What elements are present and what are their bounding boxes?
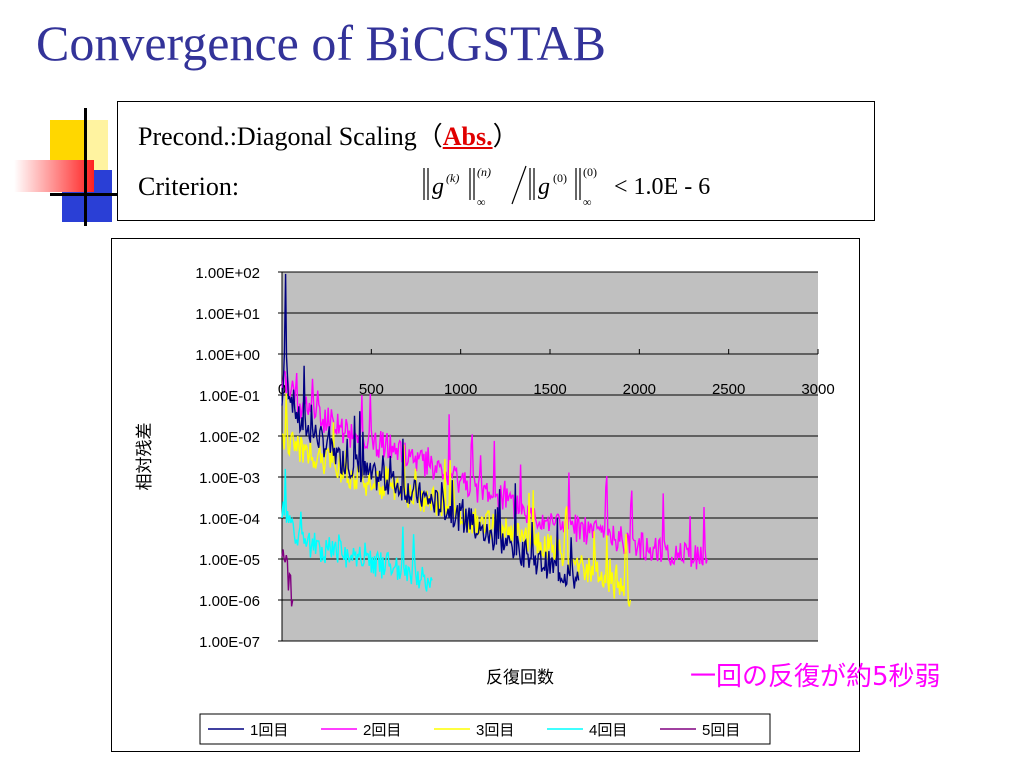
y-tick-label: 1.00E+02 <box>195 265 260 282</box>
x-tick-label: 2000 <box>623 381 656 398</box>
formula-inf2: ∞ <box>583 195 592 209</box>
plot-background <box>282 272 818 641</box>
series-line-4 <box>281 468 433 592</box>
y-tick-label: 1.00E+00 <box>195 347 260 364</box>
y-tick-label: 1.00E-06 <box>199 593 260 610</box>
x-tick-label: 3000 <box>801 381 834 398</box>
legend-label-1: 1回目 <box>250 722 288 739</box>
formula-sup-0: (0) <box>553 171 567 185</box>
formula-g2: g <box>538 174 550 200</box>
y-tick-label: 1.00E-02 <box>199 429 260 446</box>
x-tick-label: 1500 <box>533 381 566 398</box>
chart-legend: 1回目 2回目 3回目 4回目 5回目 <box>199 713 771 745</box>
x-tick-label: 0 <box>278 381 286 398</box>
y-tick-label: 1.00E+01 <box>195 306 260 323</box>
y-tick-label: 1.00E-01 <box>199 388 260 405</box>
x-tick-label: 1000 <box>444 381 477 398</box>
slide-title: Convergence of BiCGSTAB <box>36 15 607 71</box>
convergence-formula: g (k) (n) ∞ g (0) (0) ∞ < 1.0E - 6 <box>423 165 710 209</box>
precond-line: Precond.:Diagonal Scaling（Abs.） <box>138 116 519 153</box>
abs-link[interactable]: Abs. <box>442 122 493 151</box>
formula-g1: g <box>432 174 444 200</box>
legend-label-3: 3回目 <box>476 722 514 739</box>
y-tick-label: 1.00E-03 <box>199 470 260 487</box>
formula-sup-k: (k) <box>446 171 459 185</box>
iteration-time-note: 一回の反復が約5秒弱 <box>690 662 941 692</box>
formula-inf1: ∞ <box>477 195 486 209</box>
formula-sup-0b: (0) <box>583 165 597 179</box>
chart-container: 1.00E+02 1.00E+01 1.00E+00 1.00E-01 1.00E-02… <box>111 238 860 752</box>
series-line-1 <box>281 273 580 589</box>
x-axis-label: 反復回数 <box>486 668 554 687</box>
y-tick-label: 1.00E-05 <box>199 552 260 569</box>
precond-label: Precond.:Diagonal Scaling（ <box>138 122 443 151</box>
formula-tail: < 1.0E - 6 <box>614 174 710 200</box>
residual-chart: 1.00E+02 1.00E+01 1.00E+00 1.00E-01 1.00E-02… <box>135 265 835 745</box>
y-axis-label: 相対残差 <box>135 423 154 491</box>
series-line-5 <box>281 549 294 607</box>
formula-sup-n: (n) <box>477 165 491 179</box>
y-tick-label: 1.00E-07 <box>199 634 260 651</box>
legend-label-5: 5回目 <box>702 722 740 739</box>
legend-label-2: 2回目 <box>363 722 401 739</box>
x-tick-label: 2500 <box>712 381 745 398</box>
legend-label-4: 4回目 <box>589 722 627 739</box>
criterion-label: Criterion: <box>138 172 240 201</box>
precond-close: ） <box>492 122 519 151</box>
series-line-2 <box>281 369 708 570</box>
x-tick-label: 500 <box>359 381 384 398</box>
criteria-box: Precond.:Diagonal Scaling（Abs.） Criterio… <box>117 101 875 221</box>
y-tick-label: 1.00E-04 <box>199 511 260 528</box>
